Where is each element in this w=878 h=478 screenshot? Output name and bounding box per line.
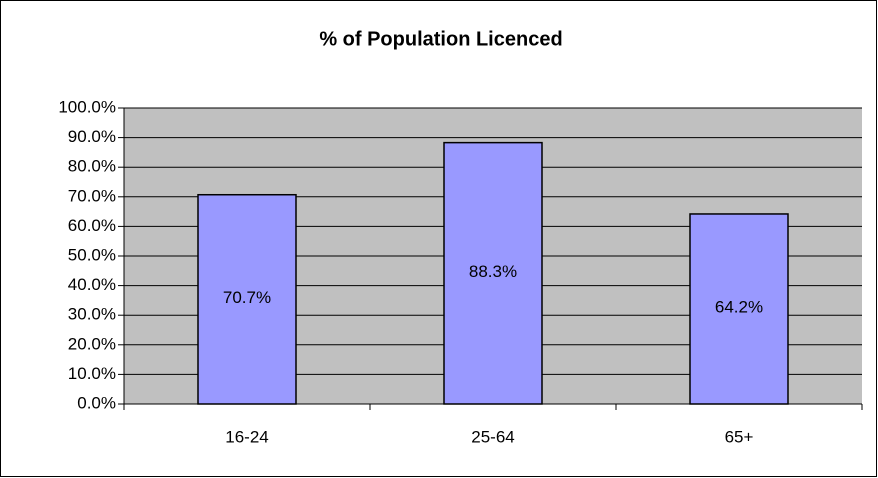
x-tick-label: 25-64 xyxy=(471,427,514,446)
y-tick-label: 60.0% xyxy=(68,216,116,235)
bar xyxy=(197,193,297,405)
y-tick-label: 20.0% xyxy=(68,334,116,353)
y-tick-label: 0.0% xyxy=(77,393,116,412)
data-label: 88.3% xyxy=(469,262,517,281)
data-label: 64.2% xyxy=(715,297,763,316)
chart-title: % of Population Licenced xyxy=(319,28,562,50)
y-tick-label: 40.0% xyxy=(68,275,116,294)
bar xyxy=(689,213,789,405)
y-tick-label: 90.0% xyxy=(68,127,116,146)
y-tick-label: 10.0% xyxy=(68,364,116,383)
y-tick-label: 80.0% xyxy=(68,157,116,176)
y-tick-label: 50.0% xyxy=(68,245,116,264)
y-tick-label: 30.0% xyxy=(68,305,116,324)
y-tick-label: 70.0% xyxy=(68,186,116,205)
y-tick-label: 100.0% xyxy=(58,97,116,116)
data-label: 70.7% xyxy=(223,288,271,307)
x-tick-label: 16-24 xyxy=(225,427,268,446)
x-tick-label: 65+ xyxy=(725,427,754,446)
bar xyxy=(443,141,543,405)
